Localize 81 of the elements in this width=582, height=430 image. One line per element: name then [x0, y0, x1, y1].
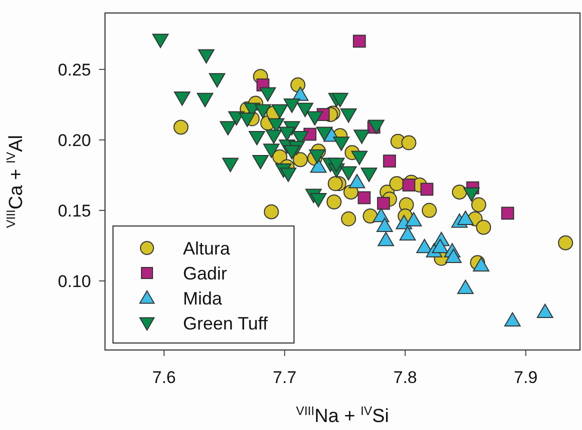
point — [310, 193, 327, 208]
point — [328, 176, 343, 192]
point — [351, 150, 368, 166]
point — [360, 168, 378, 182]
y-tick-label: 0.25 — [58, 60, 91, 80]
point — [354, 130, 370, 144]
point — [308, 149, 326, 164]
legend-label: Gadir — [183, 263, 228, 284]
point — [340, 108, 357, 123]
point — [208, 73, 226, 88]
x-tick-label: 7.6 — [152, 368, 176, 387]
point — [378, 232, 394, 246]
point — [196, 92, 214, 108]
point — [239, 112, 256, 127]
point — [399, 226, 416, 240]
point — [452, 184, 467, 200]
x-tick-label: 7.8 — [393, 368, 418, 387]
point — [220, 121, 236, 136]
point — [401, 135, 416, 150]
point — [348, 174, 366, 188]
point — [476, 220, 492, 235]
point — [326, 194, 342, 210]
point — [266, 130, 282, 144]
point — [457, 210, 474, 225]
legend-label: Green Tuff — [183, 313, 269, 334]
point — [198, 49, 214, 64]
point — [292, 152, 308, 168]
point — [376, 218, 393, 232]
point — [152, 34, 169, 48]
y-tick-label: 0.20 — [58, 130, 91, 150]
point — [377, 196, 390, 210]
point — [536, 304, 554, 318]
point — [501, 206, 514, 220]
point — [340, 166, 357, 181]
point — [174, 92, 190, 106]
point — [504, 312, 521, 326]
x-axis-title: $^{VIII}$Na + $^{IV}$Si — [296, 404, 390, 427]
point — [284, 98, 300, 113]
point — [405, 212, 422, 226]
point — [362, 208, 378, 224]
point — [254, 104, 272, 118]
point — [272, 104, 288, 118]
point — [457, 280, 474, 294]
point — [260, 87, 276, 102]
point — [402, 178, 416, 192]
point — [296, 102, 314, 118]
point — [358, 191, 371, 204]
point — [341, 211, 356, 226]
point — [306, 111, 323, 126]
point — [471, 197, 486, 212]
point — [432, 238, 448, 254]
point — [368, 120, 384, 134]
point — [328, 158, 345, 172]
x-tick-label: 7.7 — [272, 368, 296, 387]
point — [278, 126, 296, 142]
point — [420, 182, 434, 196]
point — [472, 257, 490, 272]
legend-label: Mida — [183, 288, 224, 308]
point — [280, 168, 296, 182]
point — [352, 34, 366, 48]
y-tick-label: 0.10 — [58, 272, 91, 291]
point — [284, 145, 300, 160]
point — [222, 158, 239, 172]
point — [332, 92, 348, 108]
point — [248, 130, 266, 146]
point — [389, 176, 404, 192]
point — [333, 136, 350, 151]
point — [463, 187, 480, 202]
point — [558, 235, 574, 250]
point — [173, 120, 188, 135]
point — [263, 144, 280, 158]
legend-label: Altura — [183, 238, 232, 258]
point — [252, 154, 269, 170]
point — [383, 154, 396, 168]
point — [310, 158, 327, 173]
point — [316, 126, 333, 142]
y-tick-label: 0.15 — [58, 201, 91, 220]
x-tick-label: 7.9 — [514, 368, 538, 387]
point — [445, 248, 462, 264]
point — [264, 204, 279, 220]
point — [422, 202, 437, 218]
